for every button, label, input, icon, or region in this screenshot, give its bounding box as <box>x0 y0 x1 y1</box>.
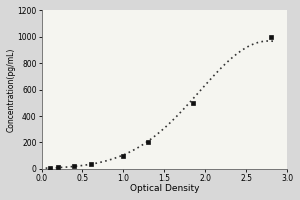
Y-axis label: Concentration(pg/mL): Concentration(pg/mL) <box>7 47 16 132</box>
X-axis label: Optical Density: Optical Density <box>130 184 199 193</box>
